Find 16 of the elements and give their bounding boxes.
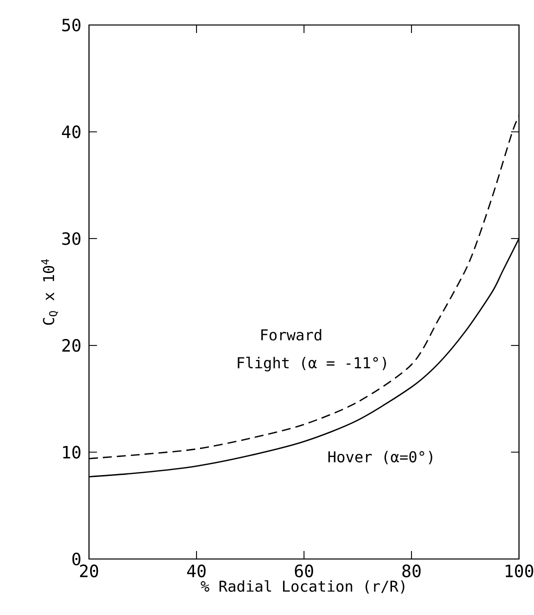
annotation: Hover (α=0°) bbox=[328, 450, 432, 464]
y-tick-label: 30 bbox=[62, 232, 80, 245]
y-tick-label: 10 bbox=[63, 446, 80, 459]
x-tick-label: 100 bbox=[506, 564, 534, 578]
y-tick-label: 20 bbox=[62, 338, 80, 352]
annotation: Forward bbox=[261, 328, 322, 341]
annotation: Flight (α = -11°) bbox=[238, 356, 386, 372]
y-tick-label: 40 bbox=[62, 125, 80, 138]
x-tick-label: 40 bbox=[187, 564, 206, 578]
x-axis-title: % Radial Location (r/R) bbox=[200, 580, 404, 594]
y-tick-label: 50 bbox=[62, 18, 80, 32]
x-tick-label: 60 bbox=[294, 564, 314, 578]
y-axis-title: C$_{Q}$ x 10$^{4}$ bbox=[41, 259, 58, 325]
y-tick-label: 0 bbox=[72, 552, 80, 566]
x-tick-label: 20 bbox=[80, 564, 98, 578]
x-tick-label: 80 bbox=[402, 564, 421, 578]
